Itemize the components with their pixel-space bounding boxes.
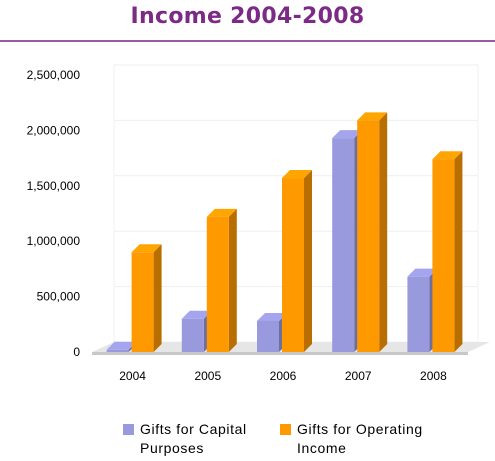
- chart-title: Income 2004-2008: [130, 4, 365, 29]
- bar-front: [407, 276, 430, 352]
- x-tick-label: 2005: [194, 369, 221, 383]
- bar-side: [153, 244, 162, 352]
- bar-side: [454, 151, 463, 352]
- y-tick-label: 2,000,000: [27, 123, 81, 137]
- bar-front: [131, 252, 154, 352]
- bar-front: [257, 320, 279, 352]
- legend-swatch-operating: [280, 424, 291, 435]
- bar-top: [332, 130, 363, 139]
- bar-top: [181, 310, 212, 319]
- legend-label-capital: Gifts for Capital Purposes: [140, 421, 247, 456]
- bar-front: [106, 349, 129, 352]
- bar-top: [206, 208, 237, 217]
- bar-operating-2006: [282, 170, 312, 352]
- title-divider: [0, 40, 495, 42]
- x-tick-label: 2006: [270, 369, 297, 383]
- bar-top: [106, 341, 137, 350]
- bar-front: [206, 216, 229, 352]
- bar-side: [304, 170, 312, 352]
- bar-operating-2004: [131, 244, 162, 352]
- bar-front: [282, 178, 304, 352]
- y-tick-label: 2,500,000: [27, 68, 81, 82]
- plot-floor-edge: [92, 352, 468, 355]
- bar-side: [228, 208, 237, 352]
- y-tick-label: 1,500,000: [27, 179, 81, 193]
- legend-label-operating: Gifts for Operating Income: [297, 421, 423, 456]
- bar-top: [282, 170, 312, 179]
- bar-top: [357, 112, 388, 121]
- bar-top: [257, 312, 287, 321]
- bar-side: [379, 112, 388, 352]
- y-tick-label: 1,000,000: [27, 234, 81, 248]
- bar-front: [357, 120, 380, 352]
- bar-front: [432, 159, 455, 352]
- bar-top: [407, 268, 438, 277]
- bar-operating-2007: [357, 112, 388, 352]
- bar-chart: 0 500,000 1,000,000 1,500,000 2,000,000 2,500…: [27, 64, 490, 383]
- x-tick-label: 2007: [345, 369, 372, 383]
- bar-top: [131, 244, 162, 253]
- legend: Gifts for Capital Purposes Gifts for Ope…: [123, 420, 483, 460]
- y-tick-label: 0: [73, 345, 80, 359]
- bar-operating-2008: [432, 151, 463, 352]
- bar-front: [181, 318, 204, 352]
- x-tick-label: 2008: [420, 369, 447, 383]
- y-tick-label: 500,000: [37, 290, 81, 304]
- bar-operating-2005: [206, 208, 237, 352]
- x-tick-label: 2004: [119, 369, 146, 383]
- bar-front: [332, 138, 355, 352]
- bar-top: [432, 151, 463, 160]
- legend-swatch-capital: [123, 424, 134, 435]
